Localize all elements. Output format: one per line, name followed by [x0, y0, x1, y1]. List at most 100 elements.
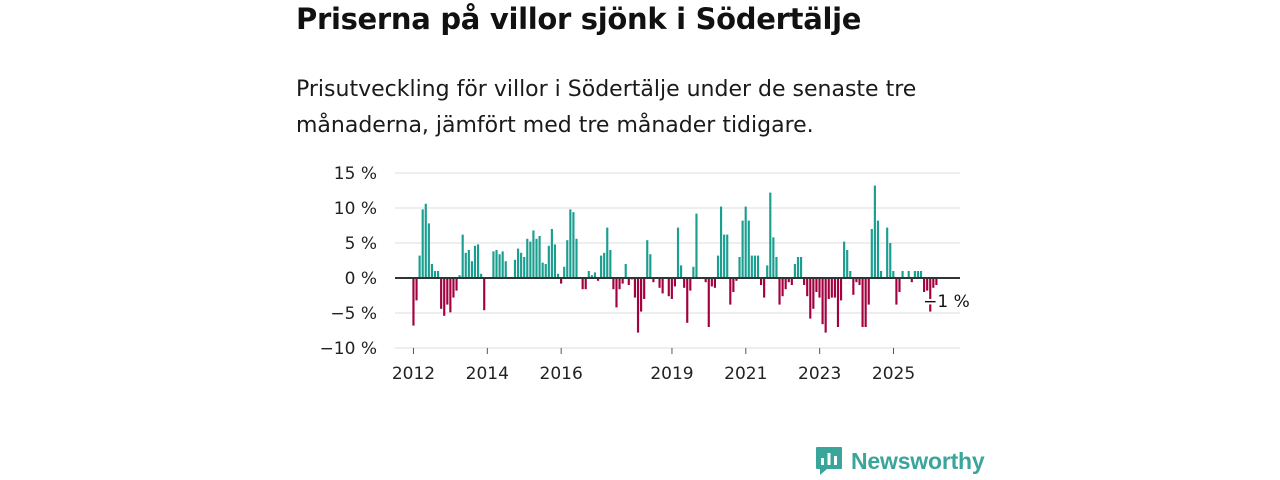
data-bar: [772, 237, 775, 278]
data-bar: [781, 278, 784, 297]
x-tick-label: 2016: [540, 364, 583, 384]
chart-subtitle: Prisutveckling för villor i Södertälje u…: [296, 77, 917, 138]
data-bar: [806, 278, 809, 297]
data-bar: [916, 271, 920, 278]
data-bar: [827, 278, 830, 299]
data-bar: [473, 245, 477, 278]
data-bar: [476, 244, 480, 278]
x-tick-label: 2012: [392, 364, 435, 384]
data-bar: [433, 271, 437, 278]
data-bar: [756, 255, 760, 278]
data-bar: [898, 278, 901, 292]
data-bar: [461, 234, 464, 278]
data-bar: [535, 238, 538, 278]
data-bar: [858, 278, 861, 285]
data-bar: [839, 278, 843, 301]
data-bar: [929, 278, 932, 312]
data-bar: [560, 278, 563, 284]
data-bar: [556, 273, 560, 278]
data-bar: [596, 278, 600, 281]
data-bar: [547, 245, 550, 278]
data-bar: [707, 278, 710, 327]
y-tick-label: −5 %: [330, 304, 377, 324]
data-bar: [646, 240, 649, 278]
data-bar: [532, 230, 535, 278]
data-bar: [643, 278, 646, 299]
data-bar: [775, 257, 778, 278]
data-bar: [766, 265, 769, 278]
data-bar: [452, 278, 455, 298]
data-bar: [923, 278, 926, 292]
data-bar: [870, 229, 873, 278]
data-bar: [563, 266, 566, 278]
data-bar: [446, 278, 449, 305]
data-bar: [566, 240, 569, 278]
data-bar: [803, 278, 806, 285]
data-bar: [658, 278, 661, 288]
data-bar: [627, 278, 630, 285]
data-bar: [935, 278, 938, 285]
newsworthy-logo-icon: [816, 447, 842, 475]
data-bar: [787, 278, 790, 283]
data-bar: [458, 275, 461, 278]
data-bar: [621, 278, 624, 284]
data-bar: [704, 278, 707, 283]
data-bar: [836, 278, 840, 327]
data-bar: [504, 261, 507, 278]
data-bar: [606, 227, 609, 278]
data-bar: [910, 278, 913, 283]
data-bar: [600, 255, 603, 278]
brand-name: Newsworthy: [851, 447, 985, 474]
data-bar: [513, 259, 517, 278]
data-bar: [843, 241, 846, 278]
x-tick-label: 2014: [466, 364, 509, 384]
data-bar: [849, 271, 852, 278]
y-tick-label: 0 %: [345, 269, 377, 289]
data-bar: [769, 192, 772, 278]
data-bar: [753, 255, 756, 278]
data-bar: [790, 278, 793, 285]
data-bar: [526, 238, 529, 278]
data-bar: [584, 278, 587, 290]
data-bar: [523, 257, 526, 278]
data-bar: [686, 278, 689, 323]
data-bar: [821, 278, 824, 325]
data-bar: [852, 278, 855, 295]
data-bar: [710, 278, 713, 287]
data-bar: [492, 251, 495, 278]
data-bar: [587, 271, 590, 278]
data-bar: [436, 271, 440, 278]
data-bar: [713, 278, 716, 288]
data-bar: [670, 278, 673, 299]
data-bar: [738, 257, 741, 278]
y-tick-label: 15 %: [334, 164, 377, 184]
data-bar: [495, 250, 498, 278]
data-bar: [520, 252, 523, 278]
data-bar: [538, 236, 541, 278]
data-bar: [695, 213, 698, 278]
data-bar: [861, 278, 864, 327]
data-bar: [541, 262, 544, 278]
data-bar: [747, 220, 750, 278]
data-bar: [689, 278, 692, 291]
data-bar: [430, 264, 433, 278]
data-bar: [889, 243, 892, 278]
data-bar: [640, 278, 643, 312]
data-bar: [680, 265, 683, 278]
data-bar: [615, 278, 618, 308]
data-bar: [750, 255, 753, 278]
data-bar: [575, 238, 578, 278]
data-bar: [732, 278, 735, 292]
newsworthy-logo: Newsworthy: [815, 446, 985, 476]
data-bar: [661, 278, 664, 294]
data-bar: [778, 278, 781, 305]
data-bar: [550, 229, 553, 278]
data-bar: [464, 252, 467, 278]
chart-title: Priserna på villor sjönk i Södertälje: [296, 2, 862, 36]
data-bar: [864, 278, 867, 327]
last-value-label: −1 %: [923, 292, 970, 312]
y-tick-label: 5 %: [345, 234, 377, 254]
data-bar: [609, 250, 612, 278]
data-bar: [683, 278, 686, 288]
data-bar: [784, 278, 787, 290]
